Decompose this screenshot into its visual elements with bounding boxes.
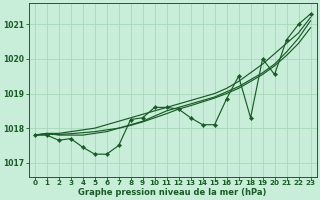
X-axis label: Graphe pression niveau de la mer (hPa): Graphe pression niveau de la mer (hPa) [78, 188, 267, 197]
